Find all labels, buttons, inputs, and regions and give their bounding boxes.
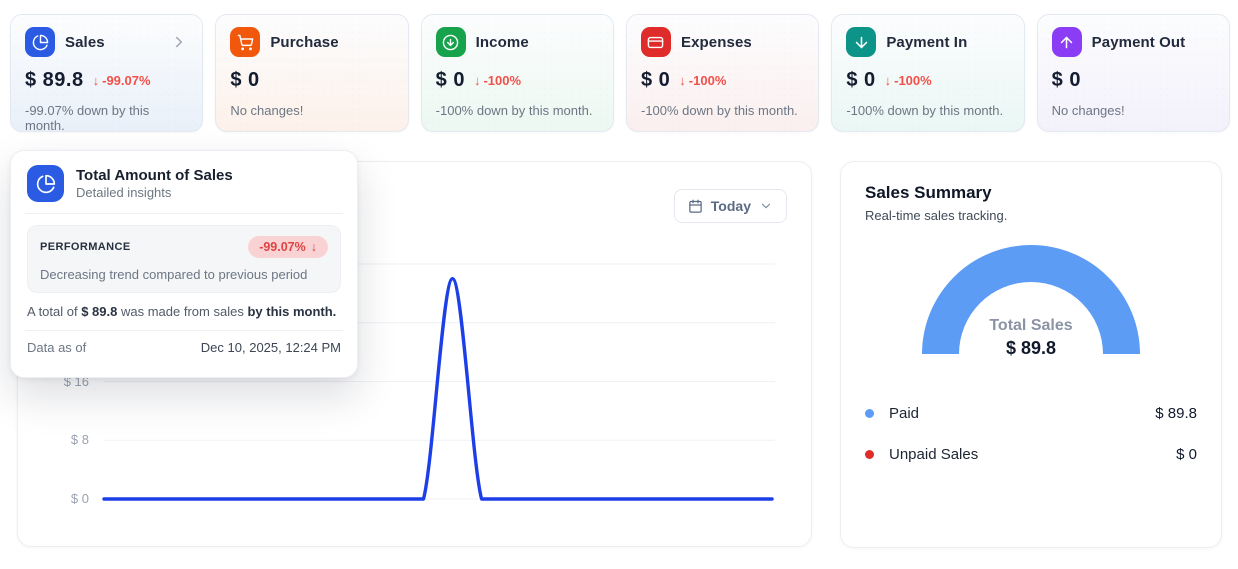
gauge-arc <box>922 245 1140 354</box>
stat-card-title: Payment In <box>886 33 968 51</box>
stat-card-delta: ↓ -100% <box>474 73 521 88</box>
data-as-of-label: Data as of <box>27 340 87 355</box>
stat-card-note: No changes! <box>230 103 304 118</box>
chevron-down-icon <box>759 199 773 213</box>
stat-card-income[interactable]: Income $ 0 ↓ -100% -100% down by this mon… <box>420 14 614 132</box>
summary-period: by this month. <box>247 304 337 319</box>
stat-card-value: $ 0 <box>640 69 671 91</box>
data-as-of-value: Dec 10, 2025, 12:24 PM <box>200 340 341 355</box>
stat-card-value: $ 0 <box>1051 69 1081 91</box>
stats-row: Sales $ 89.8 ↓ -99.07% -99.07% down by th… <box>10 14 1230 132</box>
performance-description: Decreasing trend compared to previous pe… <box>40 267 308 282</box>
sales-insights-popover: Total Amount of Sales Detailed insights … <box>10 150 358 378</box>
pie-chart-icon <box>27 165 64 202</box>
stat-card-title: Payment Out <box>1091 33 1186 51</box>
sales-line-series <box>102 277 774 501</box>
stat-card-delta: ↓ -100% <box>679 73 726 88</box>
stat-card-value: $ 0 <box>435 69 465 91</box>
divider <box>25 330 343 331</box>
popover-subtitle: Detailed insights <box>76 185 172 200</box>
summary-title: Sales Summary <box>865 183 992 202</box>
shopping-cart-icon <box>230 27 261 57</box>
summary-legend: Paid $ 89.8 Unpaid Sales $ 0 <box>865 405 1197 463</box>
legend-value: $ 0 <box>1176 446 1197 463</box>
stat-card-title: Sales <box>65 33 105 51</box>
sales-summary-card: Sales Summary Real-time sales tracking. … <box>840 161 1222 548</box>
stat-card-delta-value: -100% <box>483 73 522 88</box>
arrow-up-icon <box>1051 27 1082 57</box>
stat-card-delta-value: -100% <box>894 73 932 88</box>
stat-card-expenses[interactable]: Expenses $ 0 ↓ -100% -100% down by this m… <box>625 14 820 132</box>
stat-card-delta: ↓ -100% <box>885 73 932 88</box>
date-range-dropdown[interactable]: Today <box>673 189 787 223</box>
performance-value: -99.07% <box>259 240 306 254</box>
stat-card-note: -100% down by this month. <box>846 103 1004 118</box>
down-arrow-icon: ↓ <box>473 73 481 88</box>
unpaid-dot-icon <box>865 450 874 459</box>
gauge-value: $ 89.8 <box>1005 338 1057 358</box>
summary-prefix: A total of <box>27 304 78 319</box>
arrow-down-icon <box>846 27 877 57</box>
legend-value: $ 89.8 <box>1155 405 1197 422</box>
legend-row-paid: Paid $ 89.8 <box>865 405 1197 422</box>
down-arrow-icon: ↓ <box>92 73 100 88</box>
divider <box>25 213 343 214</box>
stat-card-delta-value: -100% <box>688 73 727 88</box>
total-sales-gauge: Total Sales $ 89.8 <box>865 245 1197 358</box>
arrow-down-circle-icon <box>435 27 466 57</box>
performance-box: PERFORMANCE -99.07% ↓ Decreasing trend co… <box>27 225 341 293</box>
stat-card-title: Expenses <box>680 33 752 51</box>
down-arrow-icon: ↓ <box>310 240 317 254</box>
summary-mid: was made from sales <box>121 304 244 319</box>
summary-subtitle: Real-time sales tracking. <box>865 208 1008 223</box>
stat-card-payment-in[interactable]: Payment In $ 0 ↓ -100% -100% down by this… <box>831 14 1025 132</box>
stat-card-purchase[interactable]: Purchase $ 0 No changes! <box>215 14 409 132</box>
credit-card-icon <box>640 27 671 57</box>
stat-card-note: No changes! <box>1051 103 1125 118</box>
stat-card-sales[interactable]: Sales $ 89.8 ↓ -99.07% -99.07% down by th… <box>10 14 204 132</box>
stat-card-note: -100% down by this month. <box>435 103 593 118</box>
legend-label: Unpaid Sales <box>889 446 979 463</box>
stat-card-note: -99.07% down by this month. <box>25 103 150 132</box>
stat-card-value: $ 0 <box>846 69 876 91</box>
down-arrow-icon: ↓ <box>679 73 686 88</box>
gauge-label: Total Sales <box>989 317 1073 334</box>
calendar-icon <box>688 199 703 214</box>
y-axis-label: $ 0 <box>70 491 89 506</box>
chevron-right-icon <box>170 33 188 51</box>
stat-card-title: Income <box>475 33 529 51</box>
popover-title: Total Amount of Sales <box>76 167 233 184</box>
stat-card-value: $ 0 <box>230 69 260 91</box>
date-range-label: Today <box>710 198 751 214</box>
down-arrow-icon: ↓ <box>884 73 892 88</box>
pie-chart-icon <box>25 27 55 57</box>
y-axis-label: $ 8 <box>70 432 89 448</box>
stat-card-delta: ↓ -99.07% <box>93 73 151 88</box>
stat-card-title: Purchase <box>270 33 339 51</box>
legend-label: Paid <box>889 405 920 422</box>
stat-card-value: $ 89.8 <box>25 69 84 91</box>
stat-card-note: -100% down by this month. <box>640 103 798 118</box>
performance-label: PERFORMANCE <box>40 241 131 253</box>
stat-card-delta-value: -99.07% <box>102 73 151 88</box>
stat-card-payment-out[interactable]: Payment Out $ 0 No changes! <box>1036 14 1230 132</box>
popover-summary-text: A total of $ 89.8 was made from sales by… <box>27 304 341 319</box>
summary-amount: $ 89.8 <box>81 304 118 319</box>
paid-dot-icon <box>865 409 874 418</box>
legend-row-unpaid: Unpaid Sales $ 0 <box>865 446 1197 463</box>
performance-pill: -99.07% ↓ <box>248 236 328 258</box>
